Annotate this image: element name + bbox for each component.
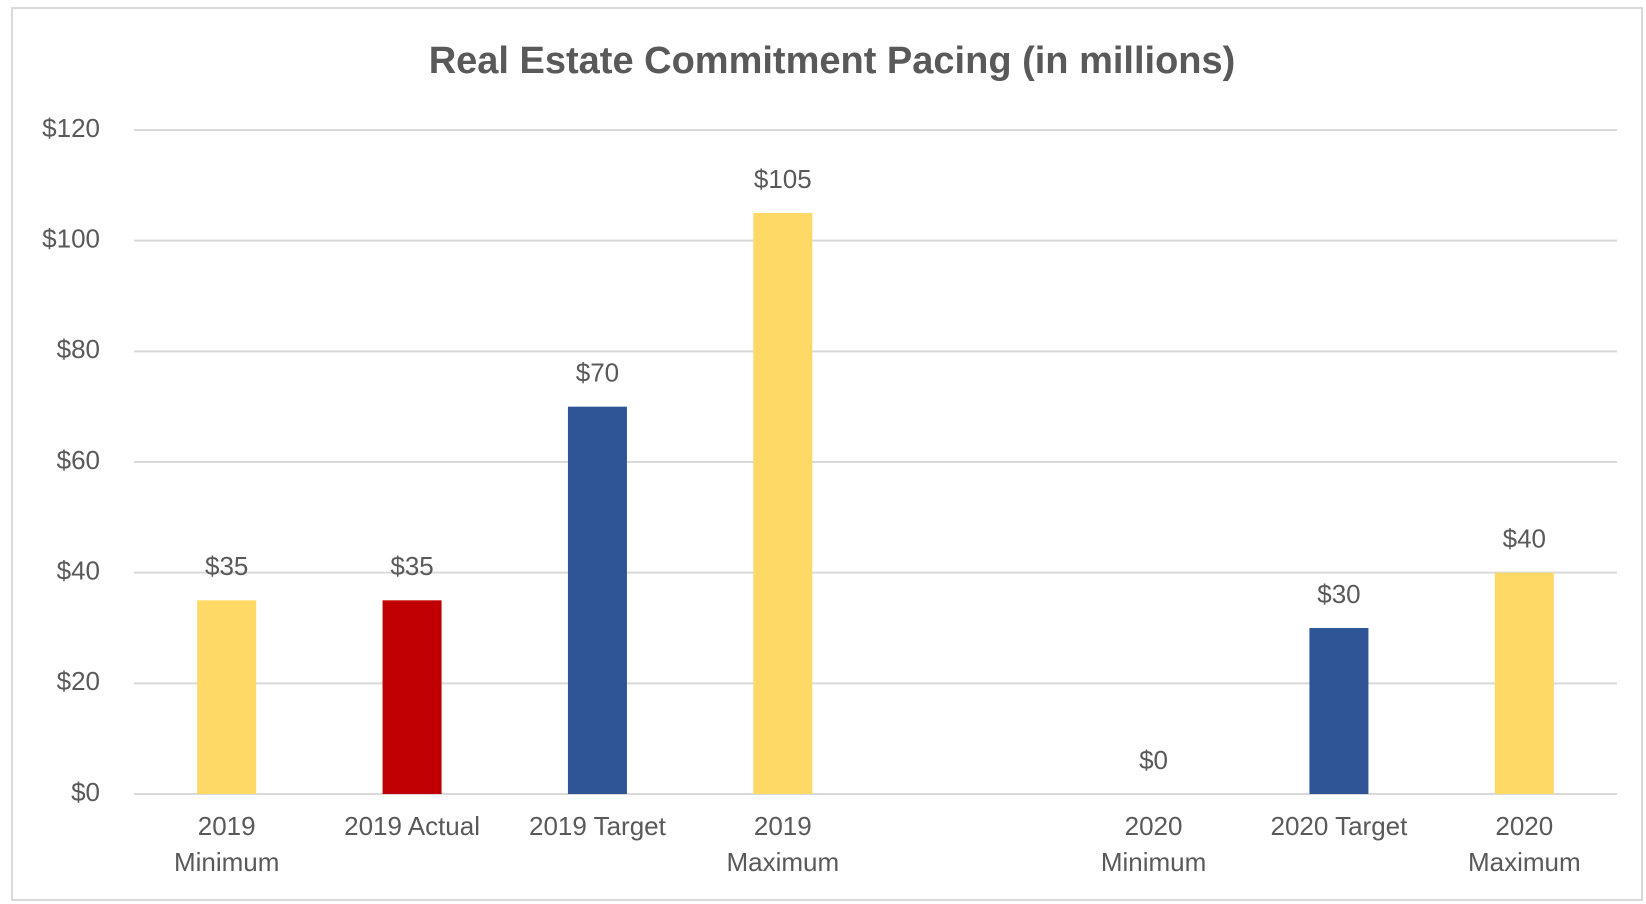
chart-title: Real Estate Commitment Pacing (in millio… (429, 40, 1236, 82)
y-tick-label: $20 (57, 666, 100, 696)
bar (197, 600, 257, 794)
y-tick-label: $0 (71, 777, 100, 807)
x-tick-label: 2020 Minimum (1100, 811, 1207, 877)
data-label: $70 (576, 358, 619, 388)
x-tick-label: 2019 Actual (344, 811, 480, 841)
x-tick-label: 2020 Maximum (1467, 811, 1581, 877)
x-tick-label: 2019 Maximum (726, 811, 840, 877)
bar (382, 600, 442, 794)
bar (753, 213, 813, 794)
bar (1309, 628, 1369, 794)
data-label: $30 (1317, 579, 1360, 609)
bar (1494, 572, 1554, 794)
data-label: $105 (754, 164, 812, 194)
x-tick-label: 2019 Target (529, 811, 666, 841)
y-tick-label: $60 (57, 445, 100, 475)
x-tick-label: 2020 Target (1270, 811, 1408, 841)
y-tick-label: $100 (42, 224, 100, 254)
y-tick-label: $120 (42, 113, 100, 143)
data-label: $0 (1139, 745, 1168, 775)
bar (567, 406, 627, 794)
x-tick-label: 2019 Minimum (173, 811, 280, 877)
data-label: $40 (1503, 524, 1546, 554)
chart-border (11, 7, 1643, 901)
data-label: $35 (390, 551, 433, 581)
y-tick-label: $40 (57, 556, 100, 586)
data-label: $35 (205, 551, 248, 581)
y-tick-label: $80 (57, 334, 100, 364)
